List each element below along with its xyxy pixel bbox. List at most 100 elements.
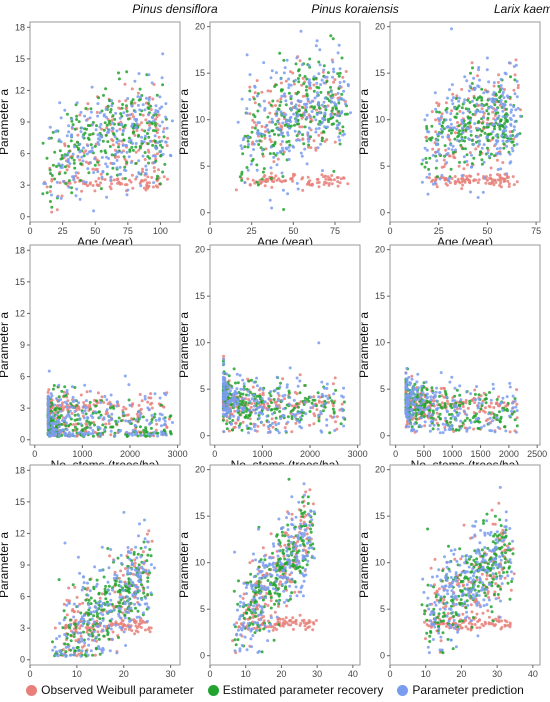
data-point [63, 419, 66, 423]
data-point [156, 141, 160, 145]
data-point [115, 166, 119, 170]
data-point [92, 638, 96, 642]
data-point [272, 144, 276, 148]
points-group [221, 341, 347, 435]
data-point [473, 104, 477, 108]
data-point [145, 532, 149, 536]
data-point [73, 410, 77, 413]
x-tick-label: 0 [212, 449, 217, 459]
data-point [322, 81, 326, 85]
data-point [276, 99, 280, 103]
data-point [135, 556, 139, 560]
data-point [278, 127, 282, 131]
data-point [150, 406, 154, 410]
data-point [67, 413, 71, 417]
data-point [296, 113, 300, 117]
data-point [94, 404, 98, 408]
data-point [136, 103, 140, 107]
data-point [256, 121, 260, 125]
data-point [141, 103, 145, 107]
data-point [116, 556, 120, 560]
data-point [472, 156, 476, 160]
data-point [83, 653, 87, 657]
data-point [297, 109, 301, 113]
data-point [121, 595, 125, 599]
data-point [457, 99, 461, 103]
data-point [165, 126, 169, 130]
data-point [221, 397, 225, 401]
data-point [425, 127, 429, 131]
data-point [129, 161, 133, 164]
data-point [116, 181, 119, 185]
data-point [87, 598, 91, 602]
data-point [491, 130, 495, 134]
data-point [66, 645, 70, 649]
data-point [65, 428, 69, 432]
data-point [287, 126, 291, 130]
data-point [238, 399, 242, 403]
data-point [300, 125, 304, 129]
data-point [447, 147, 451, 151]
data-point [436, 406, 440, 410]
data-point [473, 401, 477, 405]
data-point [153, 134, 157, 138]
data-point [58, 650, 62, 653]
data-point [489, 182, 493, 186]
data-point [475, 102, 479, 106]
data-point [96, 391, 100, 395]
data-point [149, 108, 153, 112]
data-point [425, 135, 428, 139]
data-point [339, 97, 343, 100]
data-point [493, 178, 497, 182]
data-point [107, 566, 111, 570]
data-point [470, 153, 473, 157]
data-point [265, 123, 269, 127]
data-point [495, 117, 499, 120]
y-tick-label: 12 [15, 308, 25, 318]
data-point [110, 119, 114, 122]
data-point [51, 415, 55, 419]
data-point [325, 382, 329, 386]
data-point [319, 142, 323, 146]
data-point [331, 404, 335, 408]
data-point [143, 602, 147, 606]
data-point [249, 405, 253, 409]
data-point [57, 434, 61, 438]
data-point [288, 403, 291, 406]
data-point [472, 427, 476, 431]
data-point [262, 167, 266, 171]
data-point [487, 80, 491, 84]
data-point [470, 162, 474, 166]
data-point [138, 393, 142, 396]
data-point [485, 103, 489, 106]
data-point [446, 125, 450, 128]
data-point [93, 157, 97, 161]
data-point [136, 95, 140, 99]
data-point [283, 397, 287, 401]
data-point [475, 98, 479, 102]
data-point [146, 101, 150, 105]
data-point [137, 602, 141, 606]
data-point [340, 110, 344, 113]
data-point [441, 422, 445, 426]
data-point [286, 420, 290, 424]
data-point [417, 397, 421, 401]
data-point [127, 398, 131, 402]
data-point [458, 407, 462, 410]
data-point [70, 125, 74, 129]
data-point [121, 103, 125, 106]
data-point [126, 569, 130, 573]
data-point [140, 433, 144, 437]
data-point [171, 421, 174, 424]
data-point [139, 546, 143, 550]
data-point [497, 114, 501, 118]
data-point [495, 416, 499, 420]
data-point [427, 176, 431, 180]
data-point [431, 153, 435, 157]
data-point [260, 125, 264, 128]
data-point [444, 148, 448, 152]
data-point [445, 110, 449, 114]
data-point [452, 155, 456, 159]
data-point [278, 385, 282, 389]
data-point [73, 649, 77, 653]
